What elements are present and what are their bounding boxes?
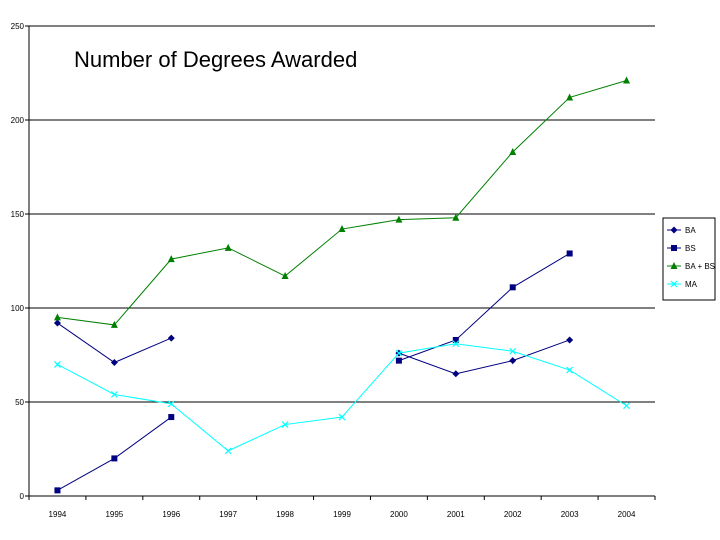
data-point — [566, 336, 574, 344]
chart-title: Number of Degrees Awarded — [74, 47, 357, 72]
series-ba-bs — [53, 76, 631, 328]
data-point — [54, 360, 61, 368]
x-tick-label: 1998 — [276, 510, 294, 519]
data-point — [110, 391, 118, 398]
x-tick-label: 1994 — [49, 510, 67, 519]
data-point — [111, 455, 118, 462]
series-ba — [53, 319, 574, 378]
x-tick-label: 1997 — [219, 510, 237, 519]
data-point — [224, 243, 232, 251]
series-ma — [54, 340, 630, 455]
series-line — [398, 339, 570, 375]
data-point — [509, 284, 516, 291]
data-point — [452, 370, 460, 378]
legend-item[interactable]: BA — [667, 226, 696, 235]
data-point — [566, 93, 574, 101]
data-point — [623, 402, 630, 410]
data-point — [110, 359, 118, 367]
legend-marker — [671, 245, 677, 251]
data-point — [452, 340, 460, 348]
series-line — [398, 253, 570, 362]
legend-item[interactable]: BS — [667, 244, 696, 253]
data-point — [53, 313, 61, 321]
series-line — [57, 343, 627, 452]
x-tick-label: 2001 — [447, 510, 465, 519]
x-tick-label: 1999 — [333, 510, 351, 519]
y-tick-label: 200 — [11, 116, 25, 125]
data-point — [509, 357, 517, 365]
legend[interactable]: BA BS BA + BS MA — [662, 217, 716, 301]
series-bs — [54, 250, 573, 494]
x-tick-label: 2003 — [561, 510, 579, 519]
legend-item[interactable]: BA + BS — [667, 262, 715, 271]
legend-marker — [670, 262, 678, 269]
series-line — [57, 322, 172, 364]
legend-label: MA — [685, 280, 698, 289]
axes: 0 50 100 150 200 250 1994 1995 1996 1997 1998 1999 2… — [11, 22, 656, 519]
data-point — [395, 349, 403, 357]
data-point — [566, 250, 573, 257]
data-point — [281, 272, 289, 280]
data-point — [452, 336, 459, 343]
y-tick-label: 100 — [11, 304, 25, 313]
data-point — [167, 255, 175, 263]
data-point — [224, 447, 232, 455]
data-point — [395, 357, 402, 364]
data-point — [167, 334, 175, 342]
legend-label: BA — [685, 226, 696, 235]
gridlines — [29, 25, 655, 403]
y-tick-label: 0 — [20, 492, 25, 501]
data-point — [54, 487, 61, 494]
data-point — [167, 400, 175, 408]
data-point — [509, 347, 517, 355]
x-tick-label: 2004 — [618, 510, 636, 519]
plot-series — [53, 76, 631, 494]
data-point — [338, 413, 346, 421]
series-line — [57, 80, 627, 326]
x-tick-label: 1996 — [162, 510, 180, 519]
y-tick-label: 150 — [11, 210, 25, 219]
data-point — [110, 320, 118, 328]
legend-label: BA + BS — [685, 262, 715, 271]
x-tick-label: 1995 — [105, 510, 123, 519]
legend-item[interactable]: MA — [667, 280, 698, 289]
x-tick-label: 2002 — [504, 510, 522, 519]
data-point — [53, 319, 61, 327]
legend-marker — [670, 226, 678, 234]
data-point — [338, 225, 346, 233]
data-point — [168, 414, 175, 421]
data-point — [281, 421, 289, 428]
data-point — [509, 147, 517, 155]
data-point — [623, 76, 631, 84]
data-point — [566, 366, 574, 374]
data-point — [452, 213, 460, 221]
series-line — [57, 416, 172, 491]
x-tick-label: 2000 — [390, 510, 408, 519]
y-tick-label: 50 — [15, 398, 24, 407]
legend-label: BS — [685, 244, 696, 253]
legend-marker — [670, 280, 678, 288]
y-tick-label: 250 — [11, 22, 25, 31]
data-point — [395, 215, 403, 223]
